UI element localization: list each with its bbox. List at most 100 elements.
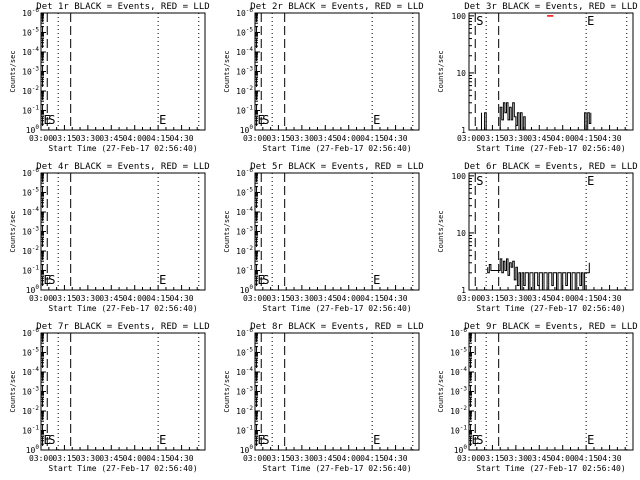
panel-title: Det 4r BLACK = Events, RED = LLD xyxy=(36,162,209,172)
x-axis-label: Start Time (27-Feb-17 02:56:40) xyxy=(262,144,411,153)
y-tick-label: 100 xyxy=(240,444,254,455)
y-tick-label: 10-2 xyxy=(236,245,253,256)
x-tick-label: 03:30 xyxy=(290,134,314,143)
x-axis-label: Start Time (27-Feb-17 02:56:40) xyxy=(48,144,197,153)
y-axis-label: Counts/sec xyxy=(223,210,231,252)
x-axis-label: Start Time (27-Feb-17 02:56:40) xyxy=(476,464,625,473)
event-marker-label: S xyxy=(48,113,55,127)
x-tick-label: 04:15 xyxy=(146,134,170,143)
x-tick-label: 03:30 xyxy=(290,454,314,463)
x-tick-label: 03:00 xyxy=(457,294,481,303)
x-tick-label: 04:30 xyxy=(598,294,622,303)
event-marker-label: E xyxy=(159,273,166,287)
panel-title: Det 5r BLACK = Events, RED = LLD xyxy=(250,162,423,172)
y-tick-label: 100 xyxy=(452,12,467,21)
x-tick-label: 03:45 xyxy=(313,454,337,463)
y-tick-label: 10-1 xyxy=(22,105,39,116)
y-tick-label: 100 xyxy=(26,124,40,135)
y-axis-label: Counts/sec xyxy=(437,210,445,252)
x-tick-label: 03:00 xyxy=(243,454,267,463)
y-tick-label: 1 xyxy=(461,286,466,295)
plot-frame xyxy=(468,172,634,291)
x-tick-label: 04:15 xyxy=(574,294,598,303)
x-tick-label: 04:00 xyxy=(337,134,361,143)
y-tick-label: 10-4 xyxy=(450,366,467,377)
x-tick-label: 03:15 xyxy=(52,294,76,303)
x-tick-label: 04:30 xyxy=(598,134,622,143)
y-tick-label: 10-5 xyxy=(22,187,39,198)
x-tick-label: 04:30 xyxy=(384,454,408,463)
x-tick-label: 03:30 xyxy=(504,294,528,303)
x-tick-label: 03:15 xyxy=(52,134,76,143)
x-tick-label: 03:45 xyxy=(313,134,337,143)
x-axis-label: Start Time (27-Feb-17 02:56:40) xyxy=(476,144,625,153)
y-tick-label: 10-4 xyxy=(22,46,39,57)
detector-panel: Det 2r BLACK = Events, RED = LLD 100 10-1 1… xyxy=(223,2,424,153)
x-tick-label: 04:15 xyxy=(574,454,598,463)
detector-panel: Det 3r BLACK = Events, RED = LLD 1 10 100 Co… xyxy=(437,2,638,153)
y-tick-label: 100 xyxy=(26,284,40,295)
y-tick-label: 10-4 xyxy=(236,366,253,377)
y-tick-label: 10-3 xyxy=(22,386,39,397)
y-tick-label: 10-1 xyxy=(450,425,467,436)
event-marker-label: E xyxy=(587,174,594,188)
y-tick-label: 100 xyxy=(454,444,468,455)
event-rate-trace xyxy=(487,258,590,291)
y-tick-label: 10-4 xyxy=(22,366,39,377)
y-tick-label: 10-5 xyxy=(236,27,253,38)
y-tick-label: 10-6 xyxy=(22,327,39,338)
panel-title: Det 9r BLACK = Events, RED = LLD xyxy=(464,322,637,332)
y-tick-label: 10-1 xyxy=(236,265,253,276)
event-marker-label: E xyxy=(587,14,594,28)
y-tick-label: 100 xyxy=(452,172,467,181)
x-tick-label: 04:00 xyxy=(123,294,147,303)
x-tick-label: 04:00 xyxy=(123,454,147,463)
detector-panel: Det 1r BLACK = Events, RED = LLD 100 10-1 1… xyxy=(9,2,210,153)
y-tick-label: 10 xyxy=(456,229,466,238)
event-marker-label: S xyxy=(262,433,269,447)
x-tick-label: 03:30 xyxy=(76,454,100,463)
y-tick-label: 10-6 xyxy=(450,327,467,338)
x-tick-label: 03:30 xyxy=(76,134,100,143)
y-tick-label: 10-6 xyxy=(22,7,39,18)
x-tick-label: 03:30 xyxy=(76,294,100,303)
x-tick-label: 03:00 xyxy=(243,134,267,143)
y-tick-label: 10-5 xyxy=(22,27,39,38)
y-tick-label: 10-4 xyxy=(22,206,39,217)
x-tick-label: 04:00 xyxy=(123,134,147,143)
x-tick-label: 03:15 xyxy=(480,134,504,143)
y-tick-label: 10-3 xyxy=(236,226,253,237)
x-tick-label: 03:15 xyxy=(480,454,504,463)
event-marker-label: E xyxy=(373,273,380,287)
y-tick-label: 10-5 xyxy=(22,347,39,358)
x-tick-label: 04:15 xyxy=(146,454,170,463)
x-tick-label: 04:00 xyxy=(337,294,361,303)
y-tick-label: 10-5 xyxy=(450,347,467,358)
x-tick-label: 04:00 xyxy=(551,294,575,303)
y-tick-label: 10-6 xyxy=(236,7,253,18)
x-tick-label: 03:45 xyxy=(99,454,123,463)
event-marker-label: S xyxy=(262,113,269,127)
x-tick-label: 04:30 xyxy=(384,294,408,303)
y-tick-label: 10-1 xyxy=(22,425,39,436)
event-marker-label: S xyxy=(476,14,483,28)
y-axis-label: Counts/sec xyxy=(437,50,445,92)
y-tick-label: 100 xyxy=(240,284,254,295)
event-marker-label: S xyxy=(476,433,483,447)
y-tick-label: 10-6 xyxy=(22,167,39,178)
x-tick-label: 04:30 xyxy=(170,294,194,303)
y-axis-label: Counts/sec xyxy=(223,370,231,412)
x-axis-label: Start Time (27-Feb-17 02:56:40) xyxy=(262,464,411,473)
x-axis-label: Start Time (27-Feb-17 02:56:40) xyxy=(48,464,197,473)
event-marker-label: S xyxy=(476,174,483,188)
event-marker-label: E xyxy=(159,433,166,447)
panel-title: Det 1r BLACK = Events, RED = LLD xyxy=(36,2,209,12)
y-tick-label: 1 xyxy=(461,126,466,135)
x-tick-label: 04:30 xyxy=(170,134,194,143)
x-tick-label: 04:00 xyxy=(551,134,575,143)
x-tick-label: 03:15 xyxy=(480,294,504,303)
x-axis-label: Start Time (27-Feb-17 02:56:40) xyxy=(476,304,625,313)
event-marker-label: E xyxy=(159,113,166,127)
